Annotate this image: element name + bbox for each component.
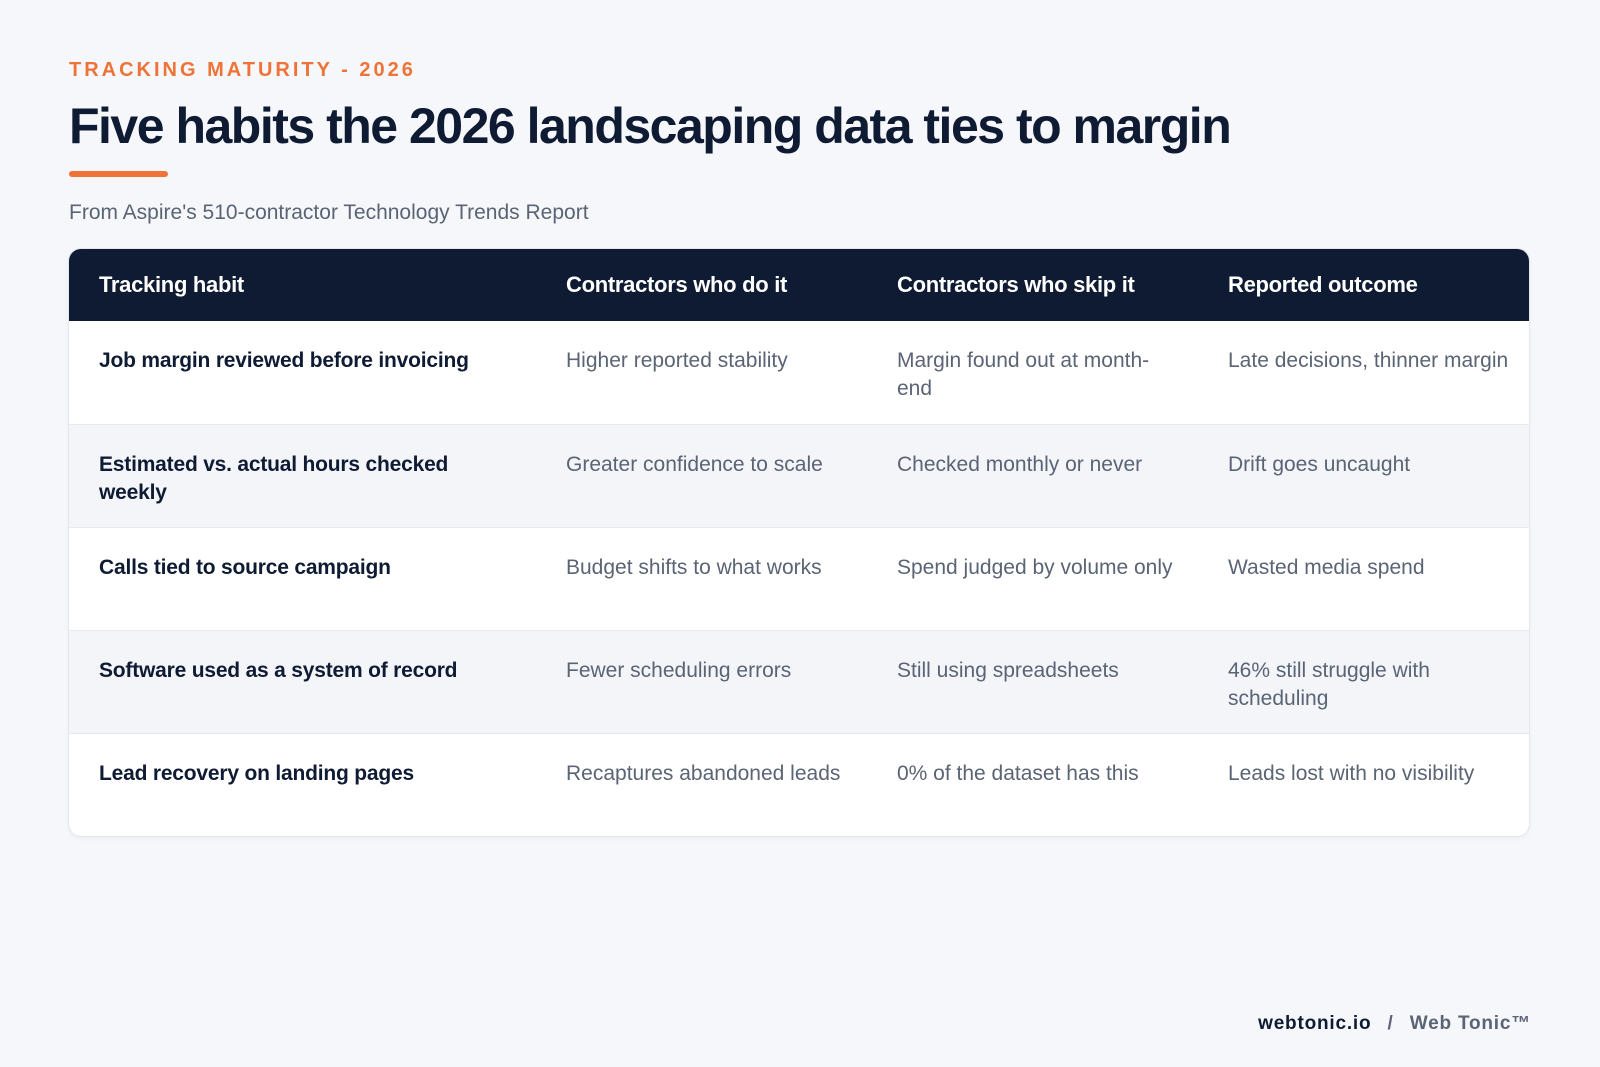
table-row: Software used as a system of record Fewe… — [69, 630, 1529, 733]
eyebrow-label: TRACKING MATURITY - 2026 — [69, 59, 416, 81]
table-row: Lead recovery on landing pages Recapture… — [69, 733, 1529, 836]
table-row: Job margin reviewed before invoicing Hig… — [69, 321, 1529, 424]
column-header-tracking-habit: Tracking habit — [99, 272, 244, 297]
habits-table-card: Tracking habit Contractors who do it Con… — [69, 249, 1529, 836]
outcome-cell: Late decisions, thinner margin — [1228, 349, 1509, 372]
habit-cell: Software used as a system of record — [99, 658, 458, 682]
do-it-cell: Greater confidence to scale — [566, 452, 823, 476]
skip-it-cell: Spend judged by volume only — [897, 555, 1173, 579]
footer-separator: / — [1387, 1013, 1394, 1034]
habit-cell: Estimated vs. actual hours checked weekl… — [99, 452, 449, 504]
column-header-skip-it: Contractors who skip it — [897, 272, 1135, 297]
table-header-row: Tracking habit Contractors who do it Con… — [69, 249, 1529, 321]
habit-cell: Calls tied to source campaign — [99, 555, 391, 579]
habit-cell: Job margin reviewed before invoicing — [99, 349, 469, 372]
footer-brand: Web Tonic™ — [1409, 1013, 1531, 1034]
habit-cell: Lead recovery on landing pages — [99, 761, 414, 785]
page-subtitle: From Aspire's 510-contractor Technology … — [69, 201, 589, 224]
page-title: Five habits the 2026 landscaping data ti… — [69, 98, 1232, 154]
skip-it-cell: Still using spreadsheets — [897, 658, 1119, 682]
do-it-cell: Budget shifts to what works — [566, 555, 822, 579]
skip-it-cell: Checked monthly or never — [897, 452, 1143, 476]
page: TRACKING MATURITY - 2026 Five habits the… — [69, 58, 1529, 836]
title-accent-bar — [69, 171, 168, 177]
outcome-cell: 46% still struggle with scheduling — [1228, 658, 1430, 710]
column-header-do-it: Contractors who do it — [566, 272, 788, 297]
habits-table: Tracking habit Contractors who do it Con… — [69, 249, 1529, 836]
outcome-cell: Wasted media spend — [1228, 555, 1425, 579]
skip-it-cell: Margin found out at month-end — [897, 349, 1150, 400]
footer-attribution: webtonic.io / Web Tonic™ — [1258, 1012, 1531, 1036]
outcome-cell: Drift goes uncaught — [1228, 452, 1411, 476]
skip-it-cell: 0% of the dataset has this — [897, 761, 1139, 785]
footer-domain: webtonic.io — [1258, 1013, 1372, 1034]
do-it-cell: Higher reported stability — [566, 349, 788, 372]
do-it-cell: Recaptures abandoned leads — [566, 761, 841, 785]
table-row: Estimated vs. actual hours checked weekl… — [69, 424, 1529, 527]
table-header: Tracking habit Contractors who do it Con… — [69, 249, 1529, 321]
table-body: Job margin reviewed before invoicing Hig… — [69, 321, 1529, 836]
column-header-outcome: Reported outcome — [1228, 272, 1418, 297]
outcome-cell: Leads lost with no visibility — [1228, 761, 1475, 785]
table-row: Calls tied to source campaign Budget shi… — [69, 527, 1529, 630]
do-it-cell: Fewer scheduling errors — [566, 658, 792, 682]
